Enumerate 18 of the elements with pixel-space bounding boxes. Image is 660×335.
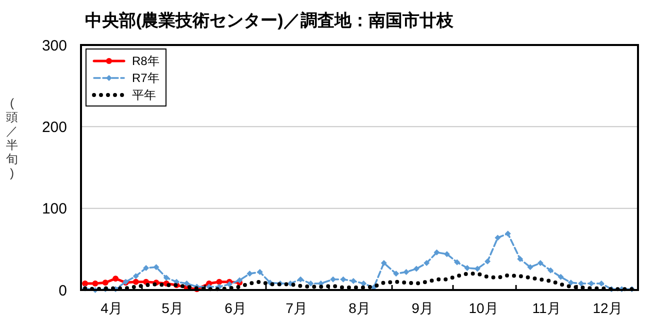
legend-label: R8年: [132, 54, 160, 68]
x-tick-label: 12月: [592, 300, 622, 316]
x-tick-label: 11月: [532, 300, 561, 316]
x-tick-label: 9月: [412, 300, 434, 316]
y-tick-label: 300: [42, 37, 67, 54]
x-tick-label: 7月: [286, 300, 308, 316]
chart-title: 中央部(農業技術センター)／調査地：南国市廿枝: [85, 11, 454, 30]
x-tick-label: 5月: [162, 300, 184, 316]
x-tick-label: 4月: [100, 300, 122, 316]
y-axis-title: (頭／半旬): [6, 96, 18, 180]
x-tick-label: 8月: [348, 300, 370, 316]
y-tick-label: 0: [58, 282, 67, 300]
x-tick-label: 10月: [468, 300, 498, 316]
y-tick-label: 100: [42, 200, 67, 218]
legend-label: R7年: [132, 71, 160, 86]
x-tick-label: 6月: [224, 300, 246, 316]
y-tick-label: 200: [42, 118, 67, 136]
legend-label: 平年: [132, 88, 156, 102]
